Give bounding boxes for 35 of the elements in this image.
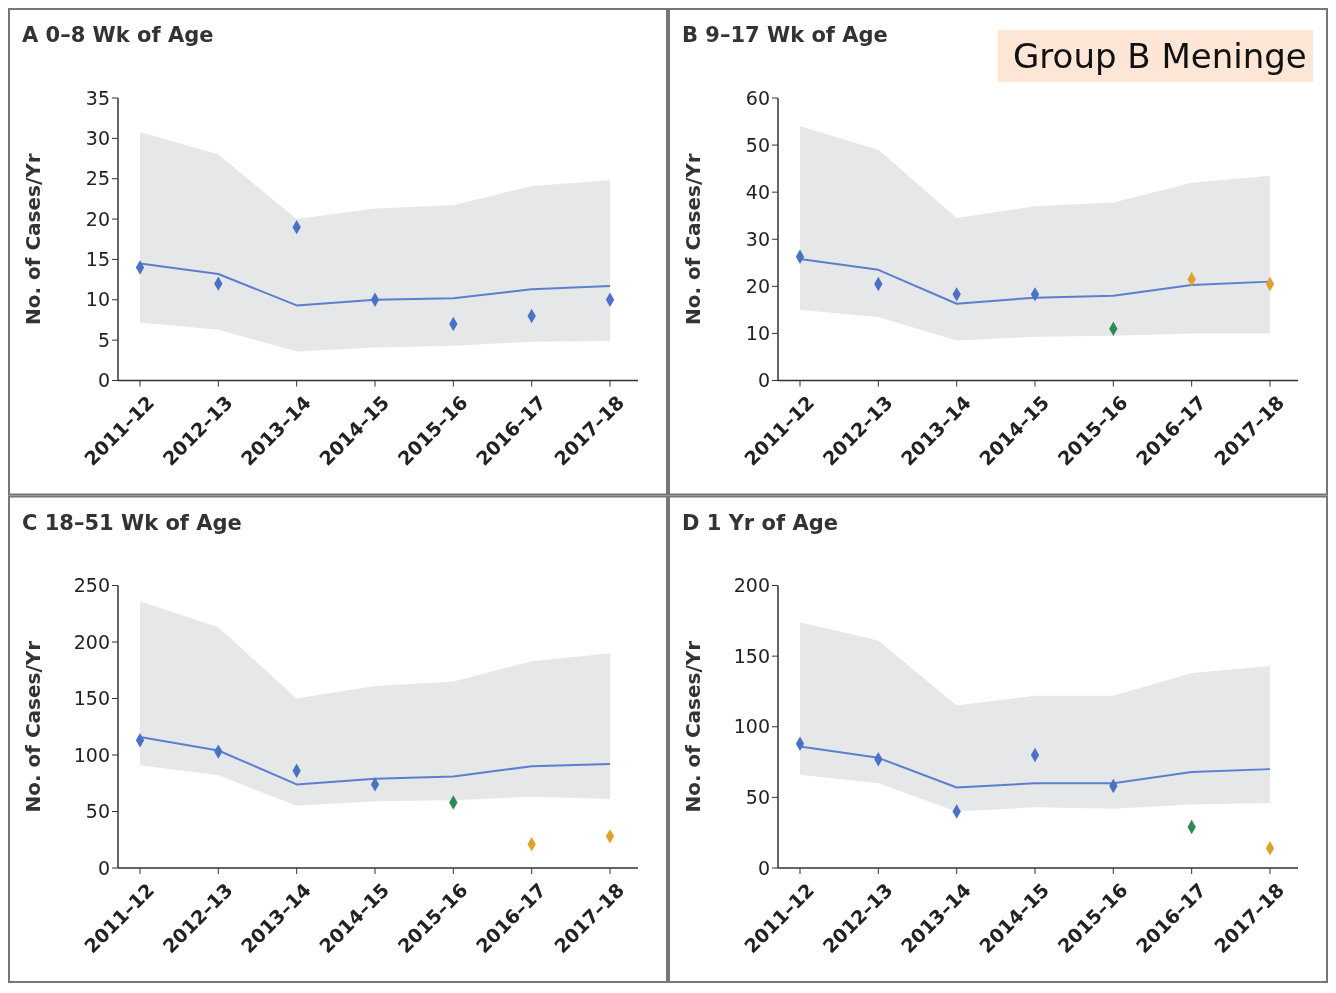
chart-title: C 18–51 Wk of Age <box>22 510 242 535</box>
y-tick-label: 200 <box>73 630 110 653</box>
y-tick-label: 30 <box>85 127 110 150</box>
chart-title: B 9–17 Wk of Age <box>682 23 888 47</box>
y-tick-label: 0 <box>757 856 770 879</box>
chart-title: D 1 Yr of Age <box>682 510 838 535</box>
y-tick-label: 50 <box>745 133 770 156</box>
y-tick-label: 30 <box>745 227 770 250</box>
y-tick-label: 50 <box>745 786 770 809</box>
y-tick-label: 20 <box>745 274 770 297</box>
y-tick-label: 35 <box>85 86 110 109</box>
y-tick-label: 250 <box>73 574 110 597</box>
y-axis-title: No. of Cases/Yr <box>681 153 705 326</box>
y-tick-label: 150 <box>733 644 770 667</box>
y-tick-label: 50 <box>85 800 110 823</box>
y-tick-label: 60 <box>745 86 770 109</box>
y-tick-label: 20 <box>85 207 110 230</box>
y-axis-title: No. of Cases/Yr <box>681 640 705 813</box>
y-tick-label: 0 <box>97 856 110 879</box>
y-tick-label: 200 <box>733 574 770 597</box>
text: Group B Meninge <box>1013 35 1307 76</box>
y-axis-title: No. of Cases/Yr <box>21 153 45 326</box>
y-tick-label: 0 <box>757 369 770 392</box>
y-tick-label: 10 <box>745 322 770 345</box>
y-tick-label: 25 <box>85 167 110 190</box>
y-tick-label: 5 <box>97 328 110 351</box>
chart-title: A 0–8 Wk of Age <box>22 23 214 47</box>
y-tick-label: 0 <box>97 369 110 392</box>
y-tick-label: 40 <box>745 180 770 203</box>
y-tick-label: 100 <box>73 743 110 766</box>
y-tick-label: 150 <box>73 687 110 710</box>
y-tick-label: 15 <box>85 248 110 271</box>
y-axis-title: No. of Cases/Yr <box>21 640 45 813</box>
y-tick-label: 100 <box>733 715 770 738</box>
y-tick-label: 10 <box>85 288 110 311</box>
